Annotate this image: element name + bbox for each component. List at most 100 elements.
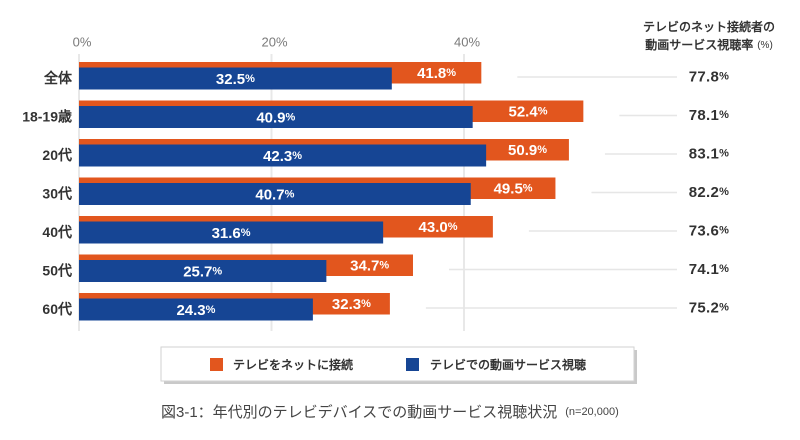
bar-label-value: 32.3 xyxy=(332,296,361,313)
side-value-label: 82.2% xyxy=(689,184,730,201)
bar-label-unit: % xyxy=(292,150,302,162)
data-labels: 41.8%32.5%52.4%40.9%50.9%42.3%49.5%40.7%… xyxy=(176,65,547,319)
legend-label: テレビをネットに接続 xyxy=(233,357,353,372)
side-value-unit: % xyxy=(719,109,729,121)
bar-label-unit: % xyxy=(286,112,296,124)
caption-text: 図3-1：年代別のテレビデバイスでの動画サービス視聴状況 xyxy=(161,403,557,421)
category-label: 18-19歳 xyxy=(22,109,72,125)
bar-label-video-viewing: 31.6% xyxy=(212,225,251,242)
bar-label-unit: % xyxy=(361,298,371,310)
side-value: 82.2 xyxy=(689,184,719,201)
bar-label-value: 40.7 xyxy=(255,186,284,203)
bar-video-viewing xyxy=(79,67,392,90)
side-value: 74.1 xyxy=(689,261,719,278)
bar-label-value: 49.5 xyxy=(494,180,523,197)
side-column-title-line2: 動画サービス視聴率 (%) xyxy=(645,37,773,52)
bar-label-net-connected: 41.8% xyxy=(417,65,456,82)
bar-video-viewing xyxy=(79,106,473,128)
bar-video-viewing xyxy=(79,221,384,244)
bar-label-value: 25.7 xyxy=(183,263,212,280)
side-value-label: 78.1% xyxy=(689,107,730,124)
bar-label-unit: % xyxy=(537,144,547,156)
bar-label-value: 31.6 xyxy=(212,225,241,242)
bar-label-net-connected: 34.7% xyxy=(350,257,389,274)
legend-label: テレビでの動画サービス視聴 xyxy=(430,357,586,372)
bar-label-net-connected: 49.5% xyxy=(494,180,533,197)
x-tick-label: 20% xyxy=(261,35,287,50)
x-tick-label: 0% xyxy=(73,35,92,50)
bar-label-value: 50.9 xyxy=(508,142,537,159)
category-label: 60代 xyxy=(42,301,72,317)
side-value-unit: % xyxy=(719,186,729,198)
legend-item: テレビをネットに接続 xyxy=(210,357,353,372)
bar-label-video-viewing: 42.3% xyxy=(263,148,302,165)
bar-video-viewing xyxy=(79,260,327,282)
side-value-unit: % xyxy=(719,302,729,314)
side-value: 77.8 xyxy=(689,68,719,85)
category-label: 全体 xyxy=(43,70,73,86)
bar-label-unit: % xyxy=(241,227,251,239)
bar-label-value: 43.0 xyxy=(419,219,448,236)
side-value-label: 77.8% xyxy=(689,68,730,85)
caption: 図3-1：年代別のテレビデバイスでの動画サービス視聴状況 (n=20,000) xyxy=(161,403,619,421)
bar-label-video-viewing: 32.5% xyxy=(216,71,255,88)
bar-label-unit: % xyxy=(379,260,389,272)
bar-label-net-connected: 43.0% xyxy=(419,219,458,236)
bar-label-net-connected: 50.9% xyxy=(508,142,547,159)
bar-label-video-viewing: 40.7% xyxy=(255,186,294,203)
bar-label-net-connected: 52.4% xyxy=(509,103,548,120)
figure-caption: 図3-1：年代別のテレビデバイスでの動画サービス視聴状況 (n=20,000) xyxy=(161,403,619,421)
bar-video-viewing xyxy=(79,144,487,167)
bar-label-unit: % xyxy=(448,221,458,233)
bar-label-net-connected: 32.3% xyxy=(332,296,371,313)
side-column-title-line1: テレビのネット接続者の xyxy=(643,19,775,34)
side-value: 78.1 xyxy=(689,107,719,124)
side-value: 73.6 xyxy=(689,222,719,239)
legend-box xyxy=(160,346,635,382)
bar-label-value: 32.5 xyxy=(216,71,245,88)
side-column-title-text: 動画サービス視聴率 xyxy=(645,37,753,52)
side-value-unit: % xyxy=(719,148,729,160)
category-label: 30代 xyxy=(42,186,72,202)
bar-label-value: 40.9 xyxy=(256,109,285,126)
category-label: 20代 xyxy=(42,147,72,163)
bars xyxy=(79,62,584,321)
side-value-label: 73.6% xyxy=(689,222,730,239)
side-column: 77.8%78.1%83.1%82.2%73.6%74.1%75.2%テレビのネ… xyxy=(425,19,775,316)
category-label: 50代 xyxy=(42,263,72,279)
caption-sample-size: (n=20,000) xyxy=(565,406,619,418)
side-value-unit: % xyxy=(719,225,729,237)
bar-video-viewing xyxy=(79,298,313,321)
side-value-label: 83.1% xyxy=(689,145,730,162)
side-value-unit: % xyxy=(719,71,729,83)
side-value-unit: % xyxy=(719,263,729,275)
bar-label-unit: % xyxy=(245,73,255,85)
bar-label-value: 41.8 xyxy=(417,65,446,82)
bar-label-value: 34.7 xyxy=(350,257,379,274)
bar-label-unit: % xyxy=(523,183,533,195)
bar-label-unit: % xyxy=(285,189,295,201)
bar-label-unit: % xyxy=(206,304,216,316)
bar-label-unit: % xyxy=(212,266,222,278)
x-axis-tick-labels: 0% 20% 40% xyxy=(73,35,481,50)
legend-swatch xyxy=(406,358,419,371)
bar-label-video-viewing: 25.7% xyxy=(183,263,222,280)
bar-label-unit: % xyxy=(446,67,456,79)
side-value-label: 75.2% xyxy=(689,299,730,316)
category-labels: 全体 18-19歳 20代 30代 40代 50代 60代 xyxy=(22,70,73,317)
bar-label-video-viewing: 40.9% xyxy=(256,109,295,126)
side-value: 75.2 xyxy=(689,299,719,316)
bar-label-value: 42.3 xyxy=(263,148,292,165)
legend: テレビをネットに接続 テレビでの動画サービス視聴 xyxy=(160,346,637,384)
legend-swatch xyxy=(210,358,223,371)
legend-item: テレビでの動画サービス視聴 xyxy=(406,357,586,372)
bar-video-viewing xyxy=(79,183,471,205)
bar-label-video-viewing: 24.3% xyxy=(176,302,215,319)
bar-label-value: 24.3 xyxy=(176,302,205,319)
category-label: 40代 xyxy=(42,224,72,240)
side-value-label: 74.1% xyxy=(689,261,730,278)
bar-label-value: 52.4 xyxy=(509,103,539,120)
side-column-title-unit: (%) xyxy=(757,40,773,51)
side-value: 83.1 xyxy=(689,145,719,162)
